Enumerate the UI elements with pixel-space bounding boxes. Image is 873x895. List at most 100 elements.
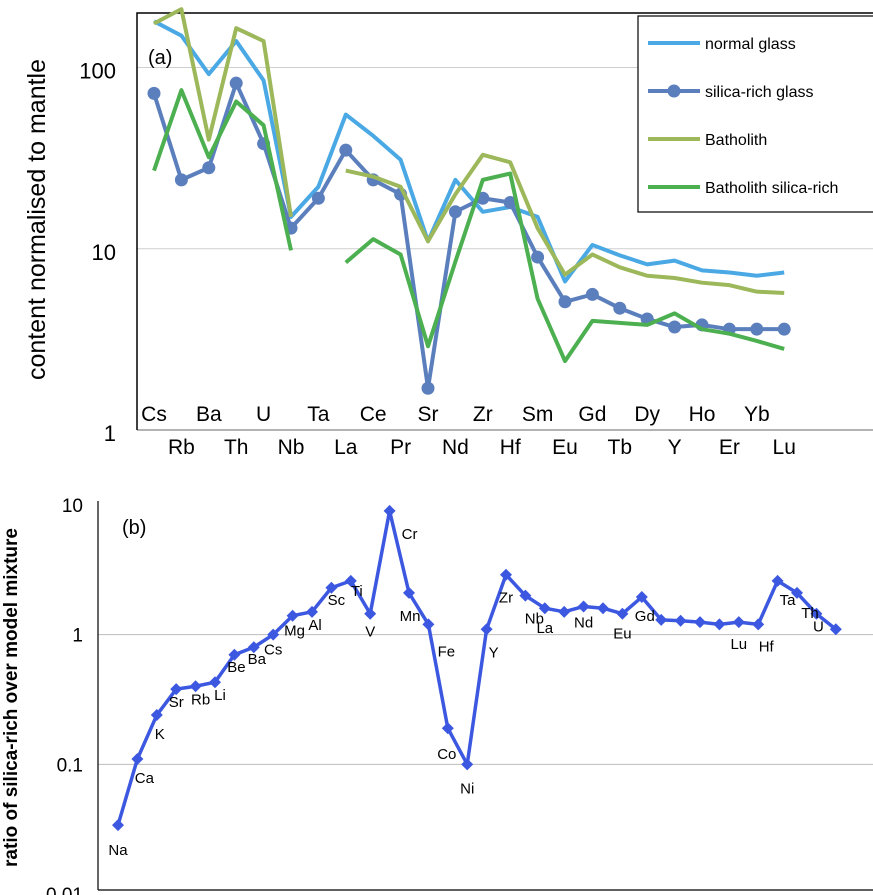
x-tick-label: Tb — [608, 436, 633, 459]
legend-label: silica-rich glass — [705, 84, 813, 101]
plot-border — [136, 12, 873, 430]
point-label: Ta — [780, 592, 797, 609]
x-tick-label: Gd — [578, 403, 606, 426]
point-label: Ba — [248, 651, 267, 668]
y-tick-label: 1 — [72, 626, 83, 647]
point-label: Al — [308, 617, 321, 634]
data-point — [229, 76, 243, 90]
point-label: Cs — [264, 642, 282, 659]
y-tick-label: 0.01 — [46, 885, 83, 895]
data-point — [771, 574, 784, 587]
data-point — [286, 609, 299, 622]
point-label: Be — [227, 659, 245, 676]
x-tick-label: Dy — [634, 403, 660, 426]
x-tick-label: Sm — [522, 403, 554, 426]
data-point — [732, 616, 745, 629]
data-point — [752, 618, 765, 631]
point-label: Th — [801, 605, 819, 622]
x-tick-label: Ta — [307, 403, 330, 426]
data-point — [480, 623, 493, 636]
data-point — [829, 623, 842, 636]
x-tick-label: Zr — [473, 403, 493, 426]
data-point — [668, 320, 682, 334]
series-line — [153, 19, 785, 284]
legend-box — [637, 15, 873, 213]
data-point — [267, 628, 280, 641]
x-tick-label: Eu — [552, 436, 578, 459]
data-point — [383, 504, 396, 517]
data-point — [202, 161, 216, 175]
series-line — [345, 152, 785, 296]
data-point — [344, 574, 357, 587]
point-label: Sr — [169, 694, 184, 711]
data-point — [339, 143, 353, 157]
data-point — [616, 607, 629, 620]
x-tick-label: Nd — [442, 436, 469, 459]
x-tick-label: Ba — [196, 403, 222, 426]
x-tick-label: La — [334, 436, 358, 459]
y-tick-label: 1 — [104, 421, 116, 446]
point-label: Ni — [460, 780, 474, 797]
data-point — [558, 295, 572, 309]
data-point — [531, 250, 545, 264]
data-point — [791, 586, 803, 599]
point-label: Gd — [635, 608, 655, 625]
x-tick-label: Pr — [390, 436, 411, 459]
point-label: Mg — [284, 623, 305, 640]
y-tick-label: 10 — [62, 496, 83, 517]
panel-label: (a) — [148, 47, 172, 69]
data-point — [325, 581, 338, 594]
x-tick-label: Y — [668, 436, 682, 459]
x-tick-label: Er — [719, 436, 740, 459]
point-label: La — [536, 620, 553, 637]
data-point — [131, 752, 144, 765]
data-point — [597, 602, 609, 615]
legend-label: Batholith — [705, 132, 767, 149]
data-point — [311, 191, 325, 205]
y-tick-label: 10 — [92, 240, 116, 265]
point-label: Cr — [402, 526, 418, 543]
data-point — [519, 589, 532, 602]
series-line — [116, 509, 837, 826]
point-label: Nd — [574, 614, 593, 631]
data-point — [613, 301, 627, 315]
point-label: Hf — [759, 638, 775, 655]
data-point — [538, 602, 551, 615]
data-point — [694, 616, 706, 629]
x-tick-label: Cs — [141, 403, 167, 426]
panel-label: (b) — [122, 517, 146, 539]
data-point — [674, 614, 687, 627]
data-point — [147, 86, 161, 100]
y-tick-label: 100 — [79, 59, 116, 84]
point-label: Lu — [730, 636, 747, 653]
series-line — [344, 171, 785, 364]
legend-label: normal glass — [705, 36, 796, 53]
data-point — [635, 591, 648, 604]
data-point — [461, 758, 474, 771]
data-point — [364, 607, 377, 620]
series-line — [153, 7, 293, 218]
point-label: U — [813, 619, 824, 636]
data-point — [500, 568, 512, 581]
chart-panel-a: 1 10 100 content normalised to mantle (a) CsR… — [23, 7, 873, 459]
y-axis-label: content normalised to mantle — [23, 59, 51, 380]
point-label: Co — [437, 746, 456, 763]
data-point — [422, 618, 435, 631]
x-tick-label: Nb — [278, 436, 305, 459]
x-tick-label: Ce — [360, 403, 387, 426]
data-point — [558, 605, 571, 618]
data-point — [174, 173, 188, 187]
data-point — [170, 683, 183, 696]
data-point — [655, 613, 668, 626]
point-label: Rb — [191, 691, 210, 708]
point-label: Y — [489, 644, 499, 661]
x-tick-label: Th — [224, 436, 249, 459]
x-tick-label: Yb — [744, 403, 770, 426]
point-label: Ca — [135, 770, 155, 787]
data-point — [810, 607, 823, 620]
x-tick-label: Lu — [773, 436, 796, 459]
point-label: Zr — [499, 590, 513, 607]
data-point — [306, 605, 318, 618]
data-point — [448, 205, 462, 219]
